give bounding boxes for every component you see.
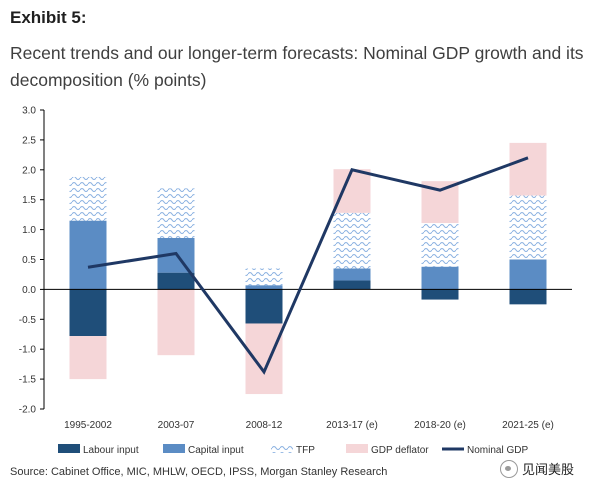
labour-input-bar <box>157 272 195 290</box>
labour-input-bar <box>421 289 459 300</box>
wechat-icon <box>499 459 518 478</box>
tfp-legend-label: TFP <box>296 445 315 456</box>
labour-input-bar <box>69 289 107 337</box>
tfp-bar <box>157 188 195 238</box>
gdp-deflator-bar <box>509 142 547 196</box>
tfp-bar <box>333 212 371 269</box>
gdp-deflator-bar <box>245 323 283 395</box>
x-tick-label: 2013-17 (e) <box>326 420 378 431</box>
capital-input-legend-label: Capital input <box>188 445 244 456</box>
gdp-deflator-bar <box>157 289 195 356</box>
y-tick-label: -2.0 <box>19 405 37 416</box>
x-tick-label: 2021-25 (e) <box>502 420 554 431</box>
capital-input-bar <box>421 266 459 290</box>
capital-input-legend-swatch <box>163 444 185 453</box>
gdp-deflator-legend-label: GDP deflator <box>371 445 429 456</box>
nominal-gdp-legend-label: Nominal GDP <box>467 445 528 456</box>
y-tick-label: -1.5 <box>19 375 37 386</box>
y-tick-label: -0.5 <box>19 315 37 326</box>
tfp-bar <box>69 176 107 221</box>
y-tick-label: 1.5 <box>22 195 36 206</box>
y-tick-label: 0.0 <box>22 285 36 296</box>
exhibit-label: Exhibit 5: <box>10 8 87 27</box>
x-tick-label: 2003-07 <box>158 420 195 431</box>
labour-input-legend-swatch <box>58 444 80 453</box>
chart-title: Recent trends and our longer-term foreca… <box>10 43 584 90</box>
nominal-gdp-line <box>87 156 529 375</box>
y-tick-label: 2.0 <box>22 165 36 176</box>
y-tick-label: 3.0 <box>22 106 36 117</box>
source-note: Source: Cabinet Office, MIC, MHLW, OECD,… <box>10 466 388 478</box>
labour-input-bar <box>509 289 547 305</box>
labour-input-bar <box>245 289 283 324</box>
tfp-bar <box>509 195 547 260</box>
tfp-bar <box>421 223 459 267</box>
y-tick-label: 1.0 <box>22 225 36 236</box>
gdp-deflator-bar <box>333 169 371 213</box>
y-tick-label: 2.5 <box>22 135 36 146</box>
capital-input-bar <box>69 220 107 290</box>
capital-input-bar <box>245 285 283 290</box>
labour-input-legend-label: Labour input <box>83 445 139 456</box>
x-tick-label: 1995-2002 <box>64 420 112 431</box>
x-tick-label: 2018-20 (e) <box>414 420 466 431</box>
capital-input-bar <box>333 268 371 281</box>
tfp-legend-swatch <box>271 444 293 453</box>
watermark: 见闻美股 <box>499 459 574 478</box>
x-tick-label: 2008-12 <box>246 420 283 431</box>
gdp-deflator-legend-swatch <box>346 444 368 453</box>
y-tick-label: 0.5 <box>22 255 36 266</box>
tfp-bar <box>245 268 283 286</box>
gdp-deflator-bar <box>69 336 107 380</box>
y-tick-label: -1.0 <box>19 345 37 356</box>
capital-input-bar <box>509 259 547 290</box>
watermark-text: 见闻美股 <box>521 463 574 478</box>
labour-input-bar <box>333 280 371 290</box>
